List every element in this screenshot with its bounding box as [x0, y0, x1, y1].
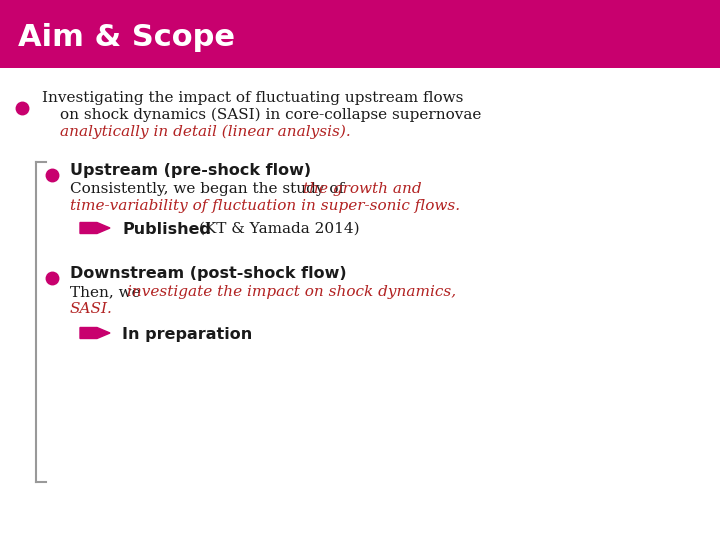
Text: Investigating the impact of fluctuating upstream flows: Investigating the impact of fluctuating …: [42, 91, 464, 105]
Text: Downstream (post-shock flow): Downstream (post-shock flow): [70, 266, 346, 281]
Text: Published: Published: [122, 221, 211, 237]
Text: investigate the impact on shock dynamics,: investigate the impact on shock dynamics…: [127, 285, 456, 299]
Text: on shock dynamics (SASI) in core-collapse supernovae: on shock dynamics (SASI) in core-collaps…: [60, 108, 482, 123]
Text: Then, we: Then, we: [70, 285, 145, 299]
Text: Upstream (pre-shock flow): Upstream (pre-shock flow): [70, 163, 311, 178]
Text: (KT & Yamada 2014): (KT & Yamada 2014): [194, 222, 359, 236]
Text: the growth and: the growth and: [303, 182, 422, 196]
Text: analytically in detail (linear analysis).: analytically in detail (linear analysis)…: [60, 125, 351, 139]
Text: SASI.: SASI.: [70, 302, 113, 316]
FancyBboxPatch shape: [0, 0, 720, 68]
Text: Aim & Scope: Aim & Scope: [18, 24, 235, 52]
Text: Consistently, we began the study of: Consistently, we began the study of: [70, 182, 349, 196]
Text: time-variability of fluctuation in super-sonic flows.: time-variability of fluctuation in super…: [70, 199, 460, 213]
FancyArrow shape: [80, 222, 110, 233]
Text: In preparation: In preparation: [122, 327, 252, 341]
FancyArrow shape: [80, 327, 110, 339]
